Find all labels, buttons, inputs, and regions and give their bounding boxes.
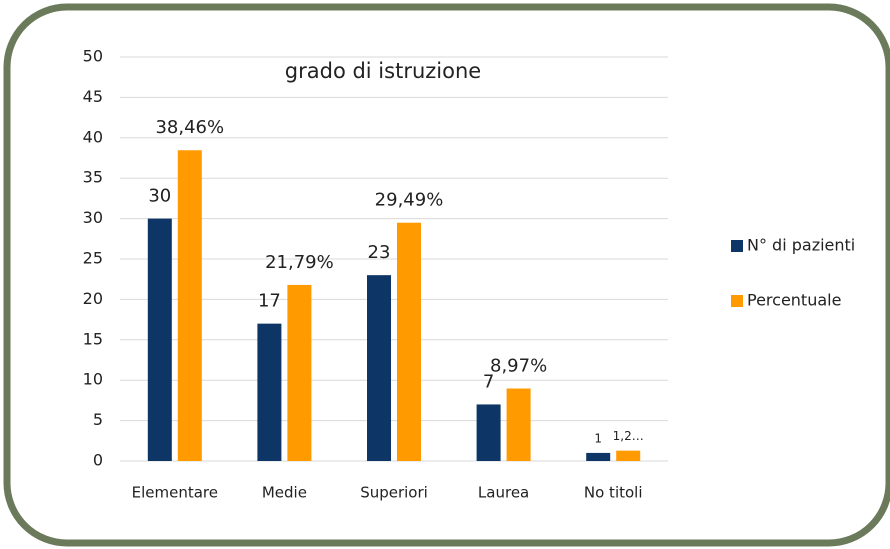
data-label: 8,97% [490,356,547,377]
bar [147,218,172,461]
y-tick-label: 15 [83,329,103,348]
y-tick-label: 25 [83,249,103,268]
data-label: 30 [148,186,171,207]
x-tick-label: Elementare [132,484,218,502]
x-tick-label: Superiori [360,484,428,502]
data-label: 17 [258,291,281,312]
y-tick-label: 35 [83,168,103,187]
bar [476,404,501,461]
legend-swatch [731,295,743,307]
bar [506,388,531,461]
bar [287,284,312,461]
y-tick-label: 40 [83,127,103,146]
bar [177,150,202,461]
y-tick-label: 45 [83,87,103,106]
data-label: 1,2… [613,429,644,443]
data-label: 23 [368,242,391,263]
bar [616,450,641,461]
data-label: 38,46% [155,117,224,138]
data-label: 21,79% [265,252,334,273]
y-tick-label: 50 [83,47,103,66]
legend-label: N° di pazienti [747,236,855,255]
bar [586,452,611,461]
x-tick-label: No titoli [584,484,643,502]
data-label: 1 [594,431,602,445]
y-tick-label: 5 [93,410,103,429]
chart-title: grado di istruzione [285,59,481,83]
x-tick-label: Medie [262,484,307,502]
y-tick-label: 10 [83,370,103,389]
y-tick-label: 30 [83,208,103,227]
data-label: 7 [483,371,494,392]
legend-swatch [731,240,743,252]
data-label: 29,49% [375,190,444,211]
x-tick-label: Laurea [478,484,529,502]
bar [397,222,421,461]
y-tick-label: 0 [93,451,103,470]
frame [3,3,890,547]
bar [257,323,282,461]
legend-label: Percentuale [747,291,841,310]
bar [367,275,391,461]
y-tick-label: 20 [83,289,103,308]
